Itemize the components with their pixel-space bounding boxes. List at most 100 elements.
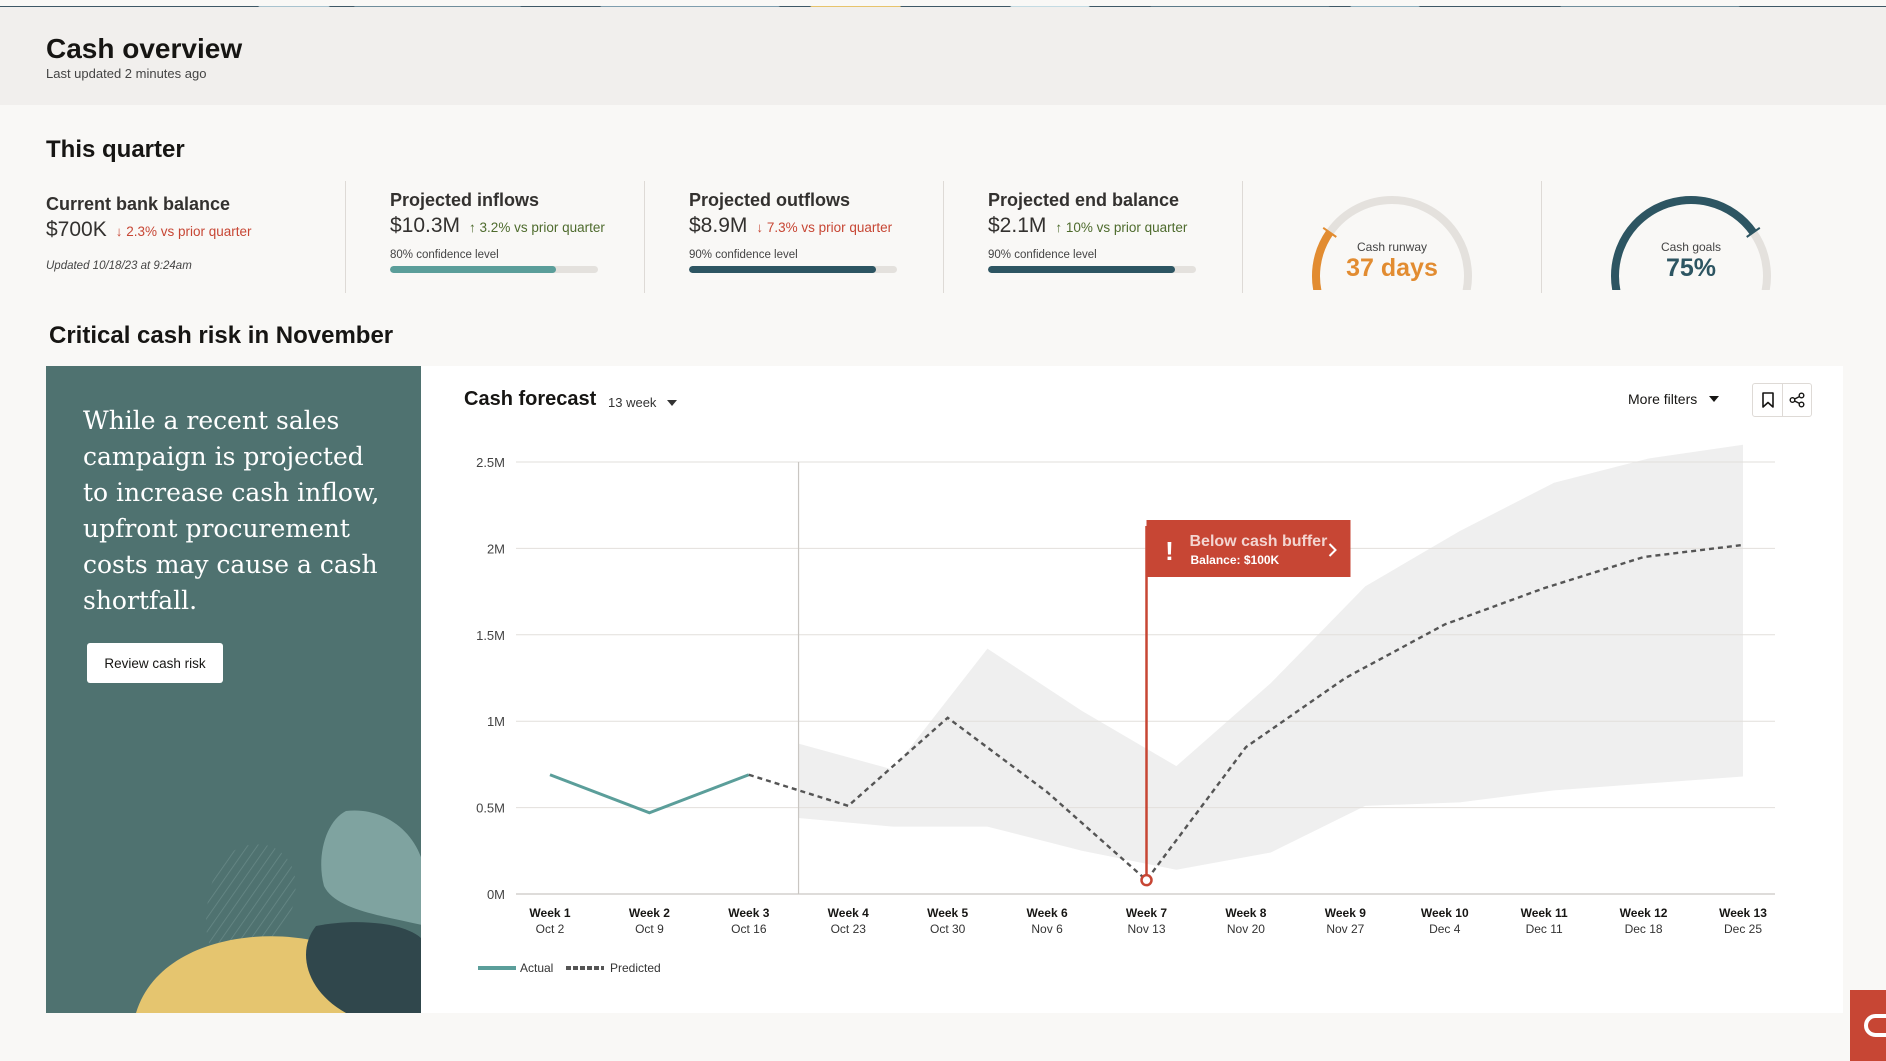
page-header: Cash overview Last updated 2 minutes ago: [0, 7, 1886, 105]
y-tick-label: 2M: [487, 541, 505, 556]
y-tick-label: 2.5M: [476, 455, 505, 470]
confidence-bar: [390, 266, 598, 273]
kpi-delta: ↓ 2.3% vs prior quarter: [115, 224, 252, 239]
x-tick-date: Oct 9: [635, 922, 664, 936]
x-tick-date: Oct 23: [831, 922, 867, 936]
risk-story-text: While a recent sales campaign is project…: [83, 406, 380, 615]
legend-label-predicted: Predicted: [610, 961, 661, 975]
review-cash-risk-button[interactable]: Review cash risk: [87, 643, 223, 683]
confidence-label: 80% confidence level: [390, 249, 499, 261]
gauge-marker: [1322, 227, 1337, 238]
confidence-label: 90% confidence level: [988, 249, 1097, 261]
confidence-label: 90% confidence level: [689, 249, 798, 261]
kpi-label: Projected outflows: [689, 190, 851, 210]
kpi-divider: [1541, 181, 1542, 293]
kpi-divider: [345, 181, 346, 293]
y-tick-label: 1.5M: [476, 628, 505, 643]
bookmark-icon: [1761, 392, 1774, 408]
confidence-bar-fill: [988, 266, 1176, 273]
x-tick-label: Week 1: [529, 906, 570, 920]
forecast-range-select[interactable]: 13 week: [608, 395, 678, 410]
kpi-current-bank-balance: Current bank balance $700K ↓ 2.3% vs pri…: [46, 194, 252, 272]
x-tick-date: Oct 16: [731, 922, 767, 936]
section-title-critical-cash-risk: Critical cash risk in November: [49, 322, 394, 349]
alert-icon: !: [1165, 536, 1174, 566]
kpi-label: Projected end balance: [988, 190, 1180, 210]
x-tick-date: Oct 30: [930, 922, 966, 936]
annotation-title: Below cash buffer: [1190, 533, 1328, 550]
x-tick-date: Nov 27: [1326, 922, 1364, 936]
kpi-delta: ↑ 10% vs prior quarter: [1055, 220, 1188, 235]
decorative-top-band: [0, 0, 1886, 13]
more-filters-label: More filters: [1628, 391, 1698, 407]
confidence-bar-fill: [689, 266, 877, 273]
series-line-actual: [549, 773, 750, 815]
kpi-divider: [943, 181, 944, 293]
x-tick-label: Week 5: [927, 906, 968, 920]
kpi-value: $2.1M: [988, 214, 1047, 237]
gauge-fill-arc: [1611, 196, 1757, 304]
x-tick-date: Dec 25: [1724, 922, 1762, 936]
annotation-flag: [1146, 520, 1351, 577]
share-button[interactable]: [1782, 384, 1811, 416]
x-tick-label: Week 8: [1225, 906, 1266, 920]
gauge-value: 75%: [1665, 254, 1717, 282]
chevron-down-icon: [667, 399, 678, 406]
confidence-bar: [988, 266, 1196, 273]
x-tick-date: Oct 2: [536, 922, 565, 936]
x-tick-label: Week 7: [1126, 906, 1167, 920]
kpi-value: $10.3M: [390, 214, 461, 237]
gauge-label: Cash runway: [1356, 240, 1428, 254]
y-tick-label: 0.5M: [476, 801, 505, 816]
bookmark-button[interactable]: [1753, 384, 1782, 416]
kpi-divider: [644, 181, 645, 293]
annotation-point: [1140, 873, 1153, 887]
confidence-bar-fill: [390, 266, 557, 273]
x-tick-date: Nov 20: [1227, 922, 1265, 936]
gauge-value: 37 days: [1346, 254, 1438, 282]
x-tick-label: Week 2: [629, 906, 670, 920]
x-tick-label: Week 6: [1027, 906, 1068, 920]
x-tick-date: Dec 4: [1429, 922, 1461, 936]
x-tick-label: Week 13: [1719, 906, 1767, 920]
chart-title: Cash forecast: [464, 388, 597, 410]
x-tick-date: Nov 6: [1031, 922, 1063, 936]
kpi-delta: ↑ 3.2% vs prior quarter: [469, 220, 605, 235]
confidence-bar: [689, 266, 897, 273]
legend-label-actual: Actual: [520, 961, 553, 975]
kpi-projected-outflows: Projected outflows $8.9M ↓ 7.3% vs prior…: [689, 190, 897, 273]
share-icon: [1789, 392, 1805, 408]
y-tick-label: 0M: [487, 887, 505, 902]
chevron-right-icon: [1328, 543, 1337, 557]
decorative-shapes: [136, 810, 421, 1013]
range-value: 13 week: [608, 395, 657, 410]
risk-story-card: While a recent sales campaign is project…: [46, 366, 421, 1013]
kpi-label: Current bank balance: [46, 194, 231, 214]
cash-forecast-chart: 0M 0.5M 1M 1.5M 2M 2.5M Week 1 Oct 2 Week 2 Oct 9…: [476, 444, 1775, 975]
oracle-logo-button[interactable]: [1850, 990, 1886, 1061]
kpi-delta: ↓ 7.3% vs prior quarter: [756, 220, 893, 235]
kpi-value: $8.9M: [689, 214, 748, 237]
kpi-label: Projected inflows: [390, 190, 540, 210]
annotation-detail: Balance: $100K: [1191, 553, 1280, 567]
gauge-marker: [1746, 227, 1761, 238]
x-tick-label: Week 4: [828, 906, 869, 920]
x-tick-label: Week 3: [728, 906, 769, 920]
kpi-projected-inflows: Projected inflows $10.3M ↑ 3.2% vs prior…: [390, 190, 605, 273]
chevron-down-icon: [1709, 396, 1720, 402]
x-tick-label: Week 11: [1521, 906, 1568, 920]
last-updated-text: Last updated 2 minutes ago: [46, 66, 207, 81]
x-tick-label: Week 12: [1620, 906, 1668, 920]
x-tick-date: Nov 13: [1127, 922, 1165, 936]
kpi-updated-note: Updated 10/18/23 at 9:24am: [46, 260, 192, 272]
x-tick-date: Dec 18: [1625, 922, 1663, 936]
cash-goals-gauge-arc: [1611, 196, 1771, 304]
cash-forecast-panel: 0M 0.5M 1M 1.5M 2M 2.5M Week 1 Oct 2 Week 2 Oct 9…: [421, 366, 1843, 1013]
kpi-divider: [1242, 181, 1243, 293]
kpi-value: $700K: [46, 218, 107, 241]
cash-runway-gauge: Cash runway 37 days: [1292, 180, 1492, 304]
oracle-logo-icon: [1864, 1014, 1886, 1037]
gauge-label: Cash goals: [1660, 240, 1722, 254]
more-filters-dropdown[interactable]: More filters: [1628, 391, 1720, 407]
page-title: Cash overview: [46, 33, 243, 64]
